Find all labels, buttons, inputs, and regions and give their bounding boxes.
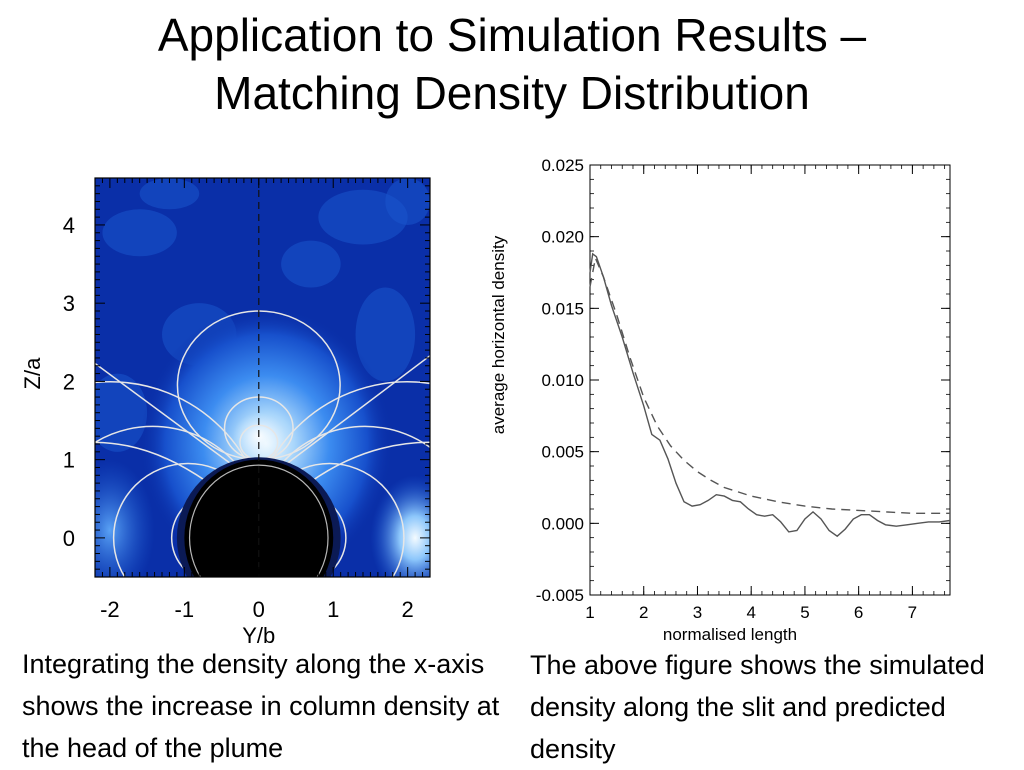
y-axis-label: Z/a <box>20 357 45 390</box>
series-line-predicted <box>589 255 950 514</box>
plot-frame <box>589 164 951 596</box>
open-field-line <box>95 441 208 483</box>
x-tick-label: 6 <box>854 603 863 622</box>
y-tick-label: 0.000 <box>541 514 584 533</box>
x-tick-label: 2 <box>639 603 648 622</box>
y-axis-label: average horizontal density <box>489 235 508 434</box>
density-map-chart: -2 -1 0 1 2 0 1 2 3 4 Y/b Z/a <box>20 177 431 648</box>
y-tick-label: 4 <box>63 213 75 238</box>
x-tick-label: -1 <box>175 597 195 622</box>
open-field-line <box>310 441 430 483</box>
x-tick-label: -2 <box>100 597 120 622</box>
title-line-1: Application to Simulation Results – <box>157 9 867 61</box>
right-bright-region <box>370 475 430 577</box>
slide-title: Application to Simulation Results – Matc… <box>0 6 1024 122</box>
x-tick-label: 7 <box>908 603 917 622</box>
x-tick-label: 4 <box>746 603 755 622</box>
disk-limb-line <box>188 464 329 577</box>
map-frame <box>94 177 431 578</box>
left-bright-region <box>95 459 155 577</box>
x-tick-label: 1 <box>585 603 594 622</box>
x-tick-label: 1 <box>327 597 339 622</box>
y-tick-label: 3 <box>63 291 75 316</box>
map-noise-blob <box>318 189 408 245</box>
y-tick-label: 0 <box>63 526 75 551</box>
y-tick-label: 0.010 <box>541 371 584 390</box>
open-field-line <box>284 354 430 466</box>
title-line-2: Matching Density Distribution <box>214 67 810 119</box>
y-tick-label: 0.015 <box>541 299 584 318</box>
x-tick-label: 2 <box>402 597 414 622</box>
y-tick-label: 1 <box>63 448 75 473</box>
open-field-line <box>95 362 234 466</box>
x-tick-label: 5 <box>800 603 809 622</box>
caption-right: The above figure shows the simulated den… <box>530 650 985 764</box>
y-tick-label: -0.005 <box>536 586 584 605</box>
map-noise-blob <box>385 178 430 225</box>
y-tick-label: 2 <box>63 369 75 394</box>
x-axis-label: normalised length <box>663 625 797 644</box>
caption-left: Integrating the density along the x-axis… <box>22 649 500 763</box>
density-line-chart: 1 2 3 4 5 6 7 -0.005 0.000 0.005 0.010 0.015 0.020 0.… <box>489 156 951 644</box>
y-tick-label: 0.025 <box>541 156 584 175</box>
map-noise-blob <box>102 209 177 257</box>
map-noise-blob <box>355 287 416 382</box>
map-noise-blob <box>281 240 341 288</box>
x-tick-label: 3 <box>693 603 702 622</box>
x-tick-label: 0 <box>253 597 265 622</box>
y-tick-label: 0.020 <box>541 228 584 247</box>
series-line-simulated <box>589 252 951 538</box>
x-axis-label: Y/b <box>242 623 275 648</box>
y-tick-label: 0.005 <box>541 443 584 462</box>
